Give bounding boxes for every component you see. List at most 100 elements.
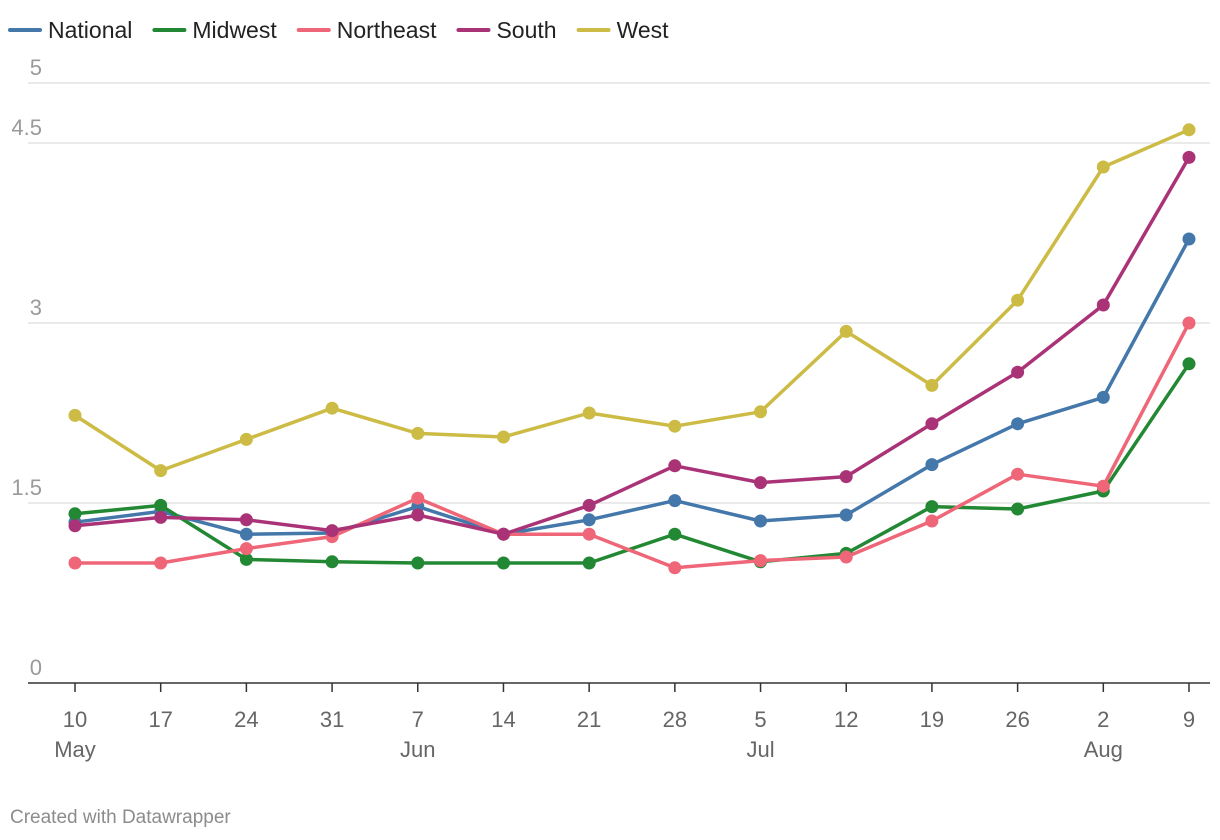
x-tick-label: 10 xyxy=(63,707,87,732)
data-point-west xyxy=(1182,123,1196,137)
series-south xyxy=(68,150,1196,541)
data-point-national xyxy=(239,527,253,541)
legend: National Midwest Northeast South West xyxy=(8,17,670,43)
series-national xyxy=(68,232,1196,541)
x-tick-label: 2 xyxy=(1097,707,1109,732)
data-point-west xyxy=(668,419,682,433)
data-point-national xyxy=(839,508,853,522)
data-point-west xyxy=(754,405,767,419)
gridlines xyxy=(28,82,1210,504)
data-point-national xyxy=(1182,232,1196,246)
data-point-midwest xyxy=(154,498,168,512)
data-point-south xyxy=(154,510,168,524)
data-point-midwest xyxy=(582,556,596,570)
data-point-west xyxy=(925,378,939,392)
data-point-west xyxy=(154,464,168,478)
x-tick-label: 17 xyxy=(148,707,172,732)
series-west xyxy=(68,123,1196,478)
data-point-northeast xyxy=(1182,316,1196,330)
y-tick-label: 1.5 xyxy=(11,475,42,500)
y-axis: 0 1.5 3 4.5 5 xyxy=(11,55,42,680)
legend-label: West xyxy=(617,17,670,43)
data-point-west xyxy=(1011,293,1025,307)
data-point-midwest xyxy=(668,527,682,541)
series-midwest xyxy=(68,357,1196,570)
data-point-west xyxy=(411,426,425,440)
data-point-national xyxy=(1096,390,1110,404)
x-tick-label: 19 xyxy=(920,707,944,732)
data-point-national xyxy=(1011,417,1025,431)
legend-item-west: West xyxy=(576,17,670,43)
data-point-south xyxy=(925,417,939,431)
series-line-south xyxy=(73,155,1191,536)
data-point-south xyxy=(497,527,510,541)
data-point-south xyxy=(668,459,682,473)
data-point-northeast xyxy=(1011,467,1025,481)
x-tick-label: 26 xyxy=(1005,707,1029,732)
data-point-midwest xyxy=(497,556,510,570)
legend-label: South xyxy=(496,17,556,43)
data-point-west xyxy=(325,401,339,415)
x-month-label: Jun xyxy=(400,737,435,762)
data-point-south xyxy=(411,508,425,522)
legend-label: National xyxy=(48,17,132,43)
y-tick-label: 0 xyxy=(30,655,42,680)
legend-item-midwest: Midwest xyxy=(152,17,277,43)
data-point-south xyxy=(68,519,82,533)
legend-label: Northeast xyxy=(337,17,437,43)
data-point-midwest xyxy=(1182,357,1196,371)
x-tick-label: 24 xyxy=(234,707,258,732)
x-tick-label: 14 xyxy=(491,707,515,732)
x-tick-label: 9 xyxy=(1183,707,1195,732)
legend-label: Midwest xyxy=(192,17,277,43)
data-point-northeast xyxy=(68,556,82,570)
x-tick-label: 12 xyxy=(834,707,858,732)
data-point-south xyxy=(754,476,767,490)
data-point-west xyxy=(239,432,253,446)
legend-item-northeast: Northeast xyxy=(296,17,437,43)
data-point-northeast xyxy=(839,550,853,564)
x-tick-label: 28 xyxy=(663,707,687,732)
data-point-northeast xyxy=(1096,479,1110,493)
series-line-national xyxy=(73,237,1191,536)
series-line-northeast xyxy=(73,321,1191,570)
data-point-national xyxy=(668,494,682,508)
data-point-west xyxy=(1096,160,1110,174)
data-point-northeast xyxy=(154,556,168,570)
data-point-south xyxy=(1182,150,1196,164)
data-point-midwest xyxy=(239,552,253,566)
x-month-label: Jul xyxy=(746,737,774,762)
data-point-south xyxy=(839,470,853,484)
data-point-midwest xyxy=(325,555,339,569)
legend-item-national: National xyxy=(8,17,132,43)
series-line-midwest xyxy=(73,362,1191,565)
data-point-south xyxy=(239,513,253,527)
x-tick-label: 31 xyxy=(320,707,344,732)
data-point-west xyxy=(839,324,853,338)
data-point-south xyxy=(1096,298,1110,312)
data-point-northeast xyxy=(411,491,425,505)
data-point-northeast xyxy=(754,554,767,568)
x-tick-label: 21 xyxy=(577,707,601,732)
data-point-midwest xyxy=(925,500,939,514)
data-point-west xyxy=(497,430,510,444)
data-point-national xyxy=(754,514,767,528)
data-point-south xyxy=(1011,365,1025,379)
data-point-west xyxy=(582,406,596,420)
data-point-midwest xyxy=(1011,502,1025,516)
legend-item-south: South xyxy=(456,17,557,43)
footer-credit: Created with Datawrapper xyxy=(10,807,231,828)
data-point-midwest xyxy=(68,507,82,521)
data-point-midwest xyxy=(411,556,425,570)
data-point-northeast xyxy=(668,561,682,575)
data-point-northeast xyxy=(582,527,596,541)
series-line-west xyxy=(73,128,1191,473)
series-lines xyxy=(68,123,1196,575)
x-month-label: Aug xyxy=(1084,737,1123,762)
y-tick-label: 3 xyxy=(30,295,42,320)
data-point-national xyxy=(925,458,939,472)
data-point-northeast xyxy=(925,514,939,528)
x-month-label: May xyxy=(54,737,96,762)
data-point-south xyxy=(325,524,339,538)
